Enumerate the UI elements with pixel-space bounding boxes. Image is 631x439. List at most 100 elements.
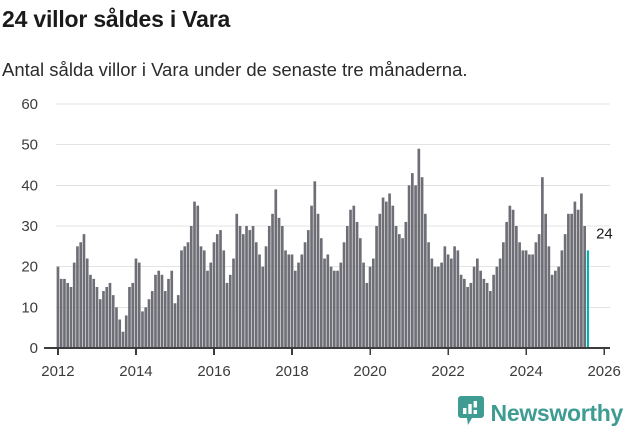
bar xyxy=(147,299,151,348)
bar xyxy=(430,258,434,348)
bar xyxy=(554,270,557,348)
bar xyxy=(183,246,187,348)
bar xyxy=(56,266,60,348)
bar xyxy=(98,299,102,348)
bar xyxy=(482,278,486,348)
bar xyxy=(417,148,421,348)
bar xyxy=(251,226,255,348)
bar xyxy=(459,274,463,348)
page-title: 24 villor såldes i Vara xyxy=(2,6,231,32)
bar xyxy=(199,246,203,348)
bar xyxy=(362,262,365,348)
bar xyxy=(446,254,450,348)
bar xyxy=(547,246,551,348)
bar xyxy=(72,262,76,348)
bar xyxy=(453,246,456,348)
bar xyxy=(384,201,388,348)
bar xyxy=(209,262,213,348)
bar xyxy=(437,266,440,348)
y-axis-labels: 0 10 20 30 40 50 60 xyxy=(21,96,38,357)
bar xyxy=(537,234,541,348)
bar xyxy=(258,254,261,348)
bar xyxy=(534,242,538,348)
bar xyxy=(557,266,560,348)
bar xyxy=(433,266,437,348)
y-axis-tick-label: 60 xyxy=(21,96,38,113)
bar xyxy=(329,266,333,348)
bar xyxy=(521,250,525,348)
x-axis-tick-label: 2012 xyxy=(41,363,74,380)
bar xyxy=(76,246,79,348)
bar xyxy=(215,234,219,348)
bar xyxy=(92,278,96,348)
y-axis-tick-label: 20 xyxy=(21,259,38,276)
bar xyxy=(180,250,183,348)
bar xyxy=(414,185,417,348)
bar xyxy=(365,282,369,348)
bar xyxy=(121,331,125,348)
bar xyxy=(225,282,229,348)
bar xyxy=(424,213,427,348)
bar xyxy=(368,266,372,348)
x-axis-tick-label: 2014 xyxy=(119,363,152,380)
bar xyxy=(319,238,323,348)
bar xyxy=(420,177,424,348)
bar xyxy=(212,242,216,348)
bar xyxy=(336,270,339,348)
bar xyxy=(511,209,515,348)
bar xyxy=(407,185,411,348)
bar xyxy=(479,270,482,348)
bar-highlighted xyxy=(586,250,589,348)
bar xyxy=(186,242,190,348)
bar xyxy=(401,238,404,348)
bar xyxy=(352,205,356,348)
bar xyxy=(284,250,287,348)
y-axis-tick-label: 30 xyxy=(21,218,38,235)
bar xyxy=(427,242,430,348)
bar xyxy=(189,226,193,348)
bar xyxy=(141,311,144,348)
bar xyxy=(492,274,495,348)
bar xyxy=(541,177,544,348)
bar xyxy=(391,205,395,348)
bar xyxy=(66,282,70,348)
bar xyxy=(105,287,109,348)
bar xyxy=(274,189,278,348)
bar xyxy=(280,226,284,348)
bar xyxy=(518,242,521,348)
bar xyxy=(495,266,499,348)
bar xyxy=(137,262,141,348)
bar xyxy=(222,250,226,348)
bar xyxy=(476,258,479,348)
bar xyxy=(544,213,547,348)
x-axis-labels: 2012 2014 2016 2018 2020 2022 2024 2026 xyxy=(41,363,621,380)
bar xyxy=(154,274,157,348)
bar xyxy=(95,287,99,348)
bar xyxy=(485,282,489,348)
bar xyxy=(241,234,245,348)
bar xyxy=(349,209,352,348)
bar xyxy=(196,205,200,348)
bar xyxy=(508,205,512,348)
bar xyxy=(326,254,330,348)
bar xyxy=(79,242,83,348)
bar xyxy=(371,258,375,348)
bar xyxy=(567,213,570,348)
bar xyxy=(505,221,508,348)
bar xyxy=(82,234,86,348)
x-axis-tick-label: 2020 xyxy=(353,363,386,380)
bar xyxy=(248,230,252,348)
chart-subtitle: Antal sålda villor i Vara under de senas… xyxy=(2,59,468,80)
chart-area: 0 10 20 30 40 50 60 2012 2014 2016 2018 2020 2022 20… xyxy=(0,92,631,387)
bar-chart-bubble-icon xyxy=(457,396,484,431)
y-axis-tick-label: 40 xyxy=(21,177,38,194)
bar xyxy=(310,205,313,348)
value-annotation: 24 xyxy=(596,225,613,242)
bar xyxy=(85,258,89,348)
bar xyxy=(167,278,170,348)
bar xyxy=(219,230,222,348)
bar xyxy=(528,254,531,348)
bar xyxy=(472,266,476,348)
y-axis-tick-label: 50 xyxy=(21,137,38,154)
